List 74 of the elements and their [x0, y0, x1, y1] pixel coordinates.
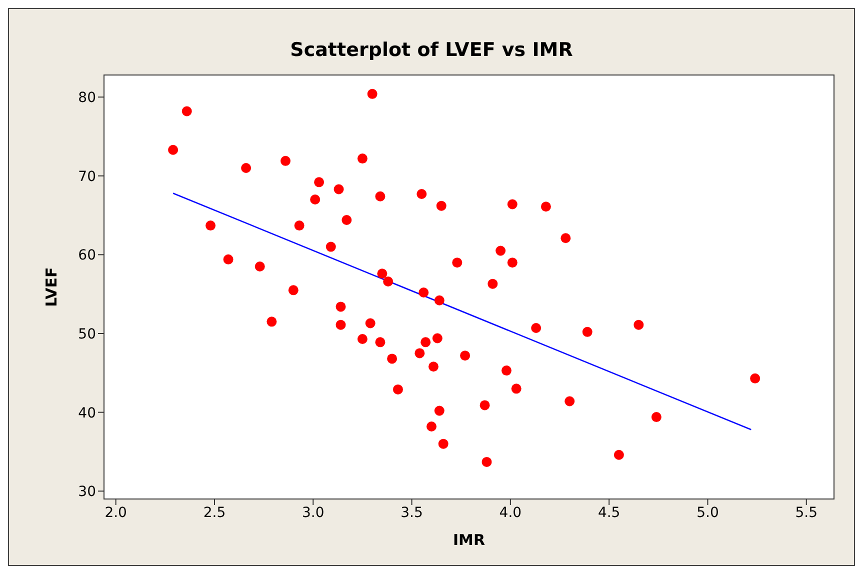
point [168, 144, 178, 155]
point [266, 316, 277, 327]
point [280, 156, 291, 166]
point [375, 191, 386, 202]
x-tick-label: 2.5 [203, 504, 226, 521]
point [310, 194, 320, 205]
x-tick-label: 5.5 [795, 504, 818, 521]
point [560, 233, 571, 244]
y-tick-label: 50 [78, 326, 96, 342]
point [326, 242, 336, 252]
x-tick-label: 4.5 [598, 504, 620, 521]
point [480, 400, 490, 410]
point [241, 162, 252, 173]
point [434, 295, 444, 306]
point [377, 268, 388, 279]
point [357, 154, 368, 164]
point [432, 333, 442, 344]
y-tick-label: 30 [78, 484, 96, 500]
point [651, 412, 662, 422]
point [314, 177, 324, 188]
point [482, 456, 492, 467]
point [223, 254, 234, 264]
point [496, 246, 506, 256]
point [367, 88, 378, 99]
x-tick-label: 3.5 [400, 504, 423, 521]
point [436, 200, 446, 211]
y-axis-title: LVEF [42, 267, 60, 307]
point [342, 215, 352, 226]
x-tick-label: 4.0 [499, 504, 522, 521]
point [414, 348, 425, 358]
point [438, 438, 448, 449]
point [383, 276, 394, 286]
point [254, 262, 265, 272]
point [357, 334, 368, 344]
point [460, 350, 470, 361]
point [501, 366, 512, 376]
point [334, 184, 344, 194]
point [375, 337, 386, 348]
point [507, 199, 518, 210]
point [531, 322, 542, 333]
y-tick-label: 70 [78, 168, 96, 185]
point [426, 421, 437, 432]
point [582, 326, 592, 337]
x-tick-label: 5.0 [696, 504, 719, 521]
point [182, 106, 192, 116]
point [434, 406, 444, 416]
x-tick-label: 2.0 [104, 504, 127, 521]
point [206, 220, 216, 231]
point [288, 285, 298, 296]
point [750, 373, 760, 384]
point [452, 258, 462, 268]
point [614, 450, 624, 460]
x-tick-label: 3.0 [302, 504, 324, 521]
point [511, 384, 522, 394]
point [420, 337, 431, 348]
point [418, 288, 429, 298]
x-axis-title: IMR [452, 531, 486, 549]
point [392, 384, 403, 394]
point [416, 189, 427, 200]
point [488, 278, 498, 289]
point [387, 354, 398, 364]
point [294, 220, 304, 231]
point [564, 396, 575, 406]
point [540, 202, 551, 212]
chart-title: Scatterplot of LVEF vs IMR [289, 39, 574, 61]
point [336, 320, 346, 330]
point [365, 318, 376, 328]
point [428, 362, 438, 372]
y-tick-label: 80 [78, 90, 96, 106]
point [336, 302, 346, 312]
point [507, 258, 518, 268]
point [634, 320, 644, 330]
y-tick-label: 60 [78, 248, 96, 264]
y-tick-label: 40 [78, 405, 96, 422]
